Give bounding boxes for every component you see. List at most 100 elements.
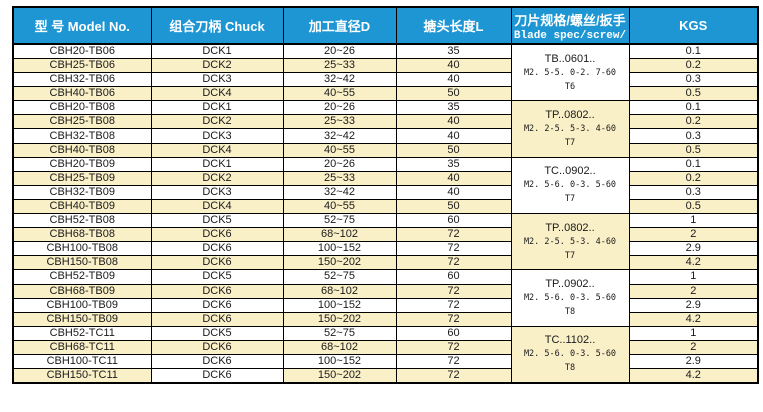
cell-chuck: DCK6 (150, 241, 284, 257)
cell-kgs: 2.9 (628, 241, 759, 257)
cell-kgs: 4.2 (628, 368, 759, 384)
table-row: CBH25-TB09 DCK2 25~33 40 0.2 (12, 170, 759, 186)
cell-length: 50 (395, 86, 512, 102)
col-header-chuck: 组合刀柄 Chuck (150, 6, 284, 45)
cell-kgs: 1 (628, 325, 759, 341)
cell-chuck: DCK6 (150, 227, 284, 243)
blade-spec-line3: T8 (564, 363, 576, 374)
cell-model: CBH52-TC11 (12, 325, 152, 341)
cell-length: 35 (395, 43, 512, 59)
cell-length: 72 (395, 353, 512, 370)
table-row: CBH25-TB08 DCK2 25~33 40 0.2 (12, 114, 759, 130)
cell-diameter: 25~33 (282, 57, 397, 74)
cell-kgs: 0.1 (628, 156, 759, 172)
cell-chuck: DCK6 (150, 297, 284, 313)
cell-kgs: 0.1 (628, 43, 759, 59)
col-header-kgs: KGS (628, 6, 759, 45)
cell-diameter: 100~152 (282, 297, 397, 313)
cell-diameter: 52~75 (282, 213, 397, 229)
cell-diameter: 150~202 (282, 368, 397, 384)
col-header-blade-spec: 刀片规格/螺丝/扳手 Blade spec/screw/ (510, 6, 630, 45)
cell-length: 72 (395, 297, 512, 313)
table-row: CBH100-TC11 DCK6 100~152 72 2.9 (12, 353, 759, 370)
cell-length: 50 (395, 198, 512, 215)
cell-kgs: 2 (628, 339, 759, 355)
cell-length: 72 (395, 368, 512, 384)
table-row: CBH68-TC11 DCK6 68~102 72 2 (12, 339, 759, 355)
cell-diameter: 25~33 (282, 170, 397, 186)
cell-diameter: 68~102 (282, 227, 397, 243)
cell-length: 72 (395, 227, 512, 243)
cell-chuck: DCK5 (150, 325, 284, 341)
cell-diameter: 40~55 (282, 86, 397, 102)
blade-spec-line1: TP..0902.. (545, 278, 595, 291)
cell-kgs: 0.5 (628, 198, 759, 215)
table-row: CBH32-TB09 DCK3 32~42 40 0.3 (12, 184, 759, 200)
cell-model: CBH68-TB08 (12, 227, 152, 243)
cell-blade-spec: TP..0902.. M2. 5-6. 0-3. 5-60 T8 (510, 269, 630, 327)
table-row: CBH20-TB06 DCK1 20~26 35 TB..0601.. M2. 5-5. … (12, 43, 759, 102)
cell-length: 72 (395, 241, 512, 257)
table-row: CBH52-TC11 DCK5 52~75 60 TC..1102.. M2. 5-6. … (12, 325, 759, 384)
cell-kgs: 1 (628, 213, 759, 229)
cell-length: 72 (395, 255, 512, 271)
blade-spec-line2: M2. 5-6. 0-3. 5-60 (523, 180, 617, 191)
cell-length: 60 (395, 269, 512, 285)
cell-chuck: DCK6 (150, 283, 284, 299)
catalog-page: 型 号 Model No. 组合刀柄 Chuck 加工直径D 搪头长度L 刀片规… (12, 6, 759, 385)
cell-model: CBH68-TC11 (12, 339, 152, 355)
cell-kgs: 1 (628, 269, 759, 285)
cell-chuck: DCK6 (150, 368, 284, 384)
cell-chuck: DCK5 (150, 269, 284, 285)
cell-model: CBH100-TB08 (12, 241, 152, 257)
cell-blade-spec: TB..0601.. M2. 5-5. 0-2. 7-60 T6 (510, 43, 630, 102)
cell-model: CBH40-TB06 (12, 86, 152, 102)
table-row: CBH100-TB09 DCK6 100~152 72 2.9 (12, 297, 759, 313)
table-row: CBH100-TB08 DCK6 100~152 72 2.9 (12, 241, 759, 257)
blade-spec-line3: T8 (564, 307, 576, 318)
cell-model: CBH25-TB06 (12, 57, 152, 74)
cell-chuck: DCK2 (150, 114, 284, 130)
cell-model: CBH20-TB06 (12, 43, 152, 59)
cell-chuck: DCK5 (150, 213, 284, 229)
blade-spec-line2: M2. 2-5. 5-3. 4-60 (523, 123, 617, 134)
cell-kgs: 0.2 (628, 170, 759, 186)
blade-spec-line1: TP..0802.. (545, 108, 595, 121)
table-row: CBH40-TB08 DCK4 40~55 50 0.5 (12, 142, 759, 158)
cell-model: CBH100-TB09 (12, 297, 152, 313)
cell-chuck: DCK6 (150, 255, 284, 271)
table-row: CBH20-TB08 DCK1 20~26 35 TP..0802.. M2. 2-5. … (12, 100, 759, 158)
cell-kgs: 0.3 (628, 184, 759, 200)
cell-model: CBH150-TB09 (12, 311, 152, 327)
cell-kgs: 0.5 (628, 86, 759, 102)
cell-length: 40 (395, 170, 512, 186)
blade-spec-line1: TB..0601.. (544, 52, 596, 65)
cell-model: CBH68-TB09 (12, 283, 152, 299)
blade-spec-line2: M2. 2-5. 5-3. 4-60 (523, 236, 617, 247)
table-row: CBH150-TB09 DCK6 150~202 72 4.2 (12, 311, 759, 327)
cell-model: CBH40-TB08 (12, 142, 152, 158)
cell-length: 50 (395, 142, 512, 158)
cell-model: CBH100-TC11 (12, 353, 152, 370)
cell-diameter: 68~102 (282, 283, 397, 299)
cell-length: 35 (395, 100, 512, 116)
boring-head-spec-table: 型 号 Model No. 组合刀柄 Chuck 加工直径D 搪头长度L 刀片规… (12, 6, 759, 385)
cell-blade-spec: TC..1102.. M2. 5-6. 0-3. 5-60 T8 (510, 325, 630, 384)
cell-chuck: DCK1 (150, 156, 284, 172)
blade-spec-line3: T7 (564, 137, 576, 148)
cell-blade-spec: TC..0902.. M2. 5-6. 0-3. 5-60 T7 (510, 156, 630, 215)
blade-spec-line3: T6 (564, 81, 576, 92)
cell-chuck: DCK4 (150, 86, 284, 102)
cell-chuck: DCK1 (150, 100, 284, 116)
cell-diameter: 52~75 (282, 325, 397, 341)
header-row: 型 号 Model No. 组合刀柄 Chuck 加工直径D 搪头长度L 刀片规… (12, 6, 759, 45)
cell-diameter: 32~42 (282, 72, 397, 88)
cell-model: CBH20-TB09 (12, 156, 152, 172)
cell-kgs: 0.5 (628, 142, 759, 158)
cell-kgs: 2.9 (628, 353, 759, 370)
cell-model: CBH25-TB09 (12, 170, 152, 186)
table-row: CBH52-TB09 DCK5 52~75 60 TP..0902.. M2. 5-6. … (12, 269, 759, 327)
table-row: CBH20-TB09 DCK1 20~26 35 TC..0902.. M2. 5-6. … (12, 156, 759, 215)
cell-diameter: 32~42 (282, 128, 397, 144)
cell-chuck: DCK2 (150, 170, 284, 186)
